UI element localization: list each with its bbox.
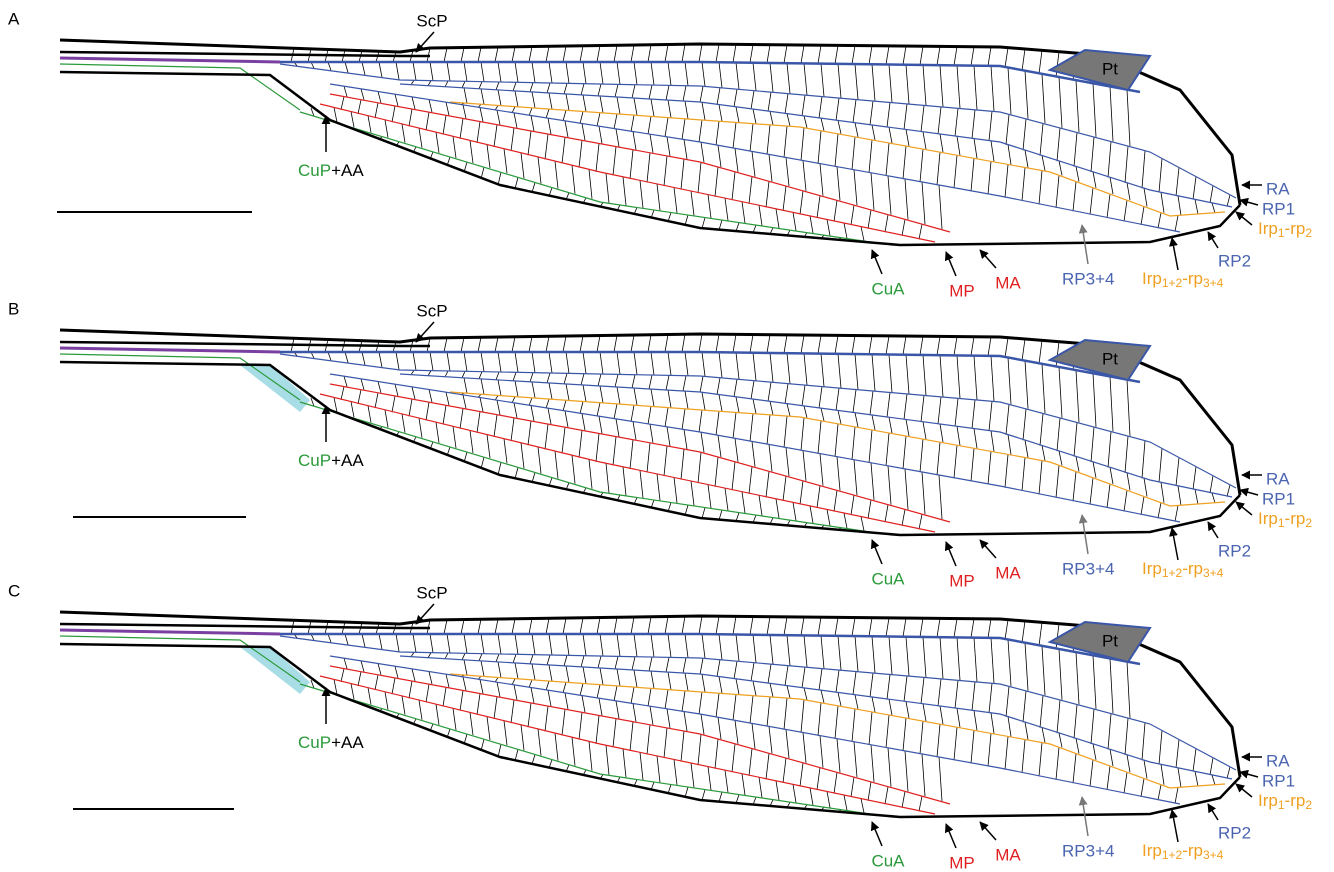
- vein-label-part: 2: [1305, 798, 1312, 812]
- vein-label-part: +AA: [331, 733, 364, 752]
- vein-label: RA: [1266, 179, 1290, 198]
- arrow: [1236, 502, 1252, 515]
- vein-label-part: 3+4: [1203, 566, 1224, 580]
- wing-panel: [60, 612, 1240, 817]
- vein-label-part: Irp: [1142, 559, 1162, 578]
- vein-label: Pt: [1102, 631, 1118, 650]
- arrow: [946, 252, 956, 276]
- vein-label-part: -rp: [1182, 841, 1203, 860]
- vein-label: RP3+4: [1062, 841, 1114, 860]
- vein-label-part: 2: [1305, 516, 1312, 530]
- panel-letter: A: [8, 9, 20, 28]
- arrow: [946, 542, 956, 566]
- wing-panel: [60, 330, 1240, 535]
- vein-label-part: -rp: [1285, 509, 1306, 528]
- vein-label: CuA: [871, 851, 905, 870]
- arrow: [872, 540, 882, 564]
- vein-label-part: 1+2: [1162, 276, 1183, 290]
- vein-label: Pt: [1102, 59, 1118, 78]
- vein-label-part: Irp: [1142, 841, 1162, 860]
- vein-label-part: Irp: [1258, 219, 1278, 238]
- vein-label: RP1: [1262, 199, 1295, 218]
- panel-letter: B: [8, 299, 19, 318]
- arrow: [872, 822, 882, 846]
- vein-label: Irp1-rp2: [1258, 791, 1312, 812]
- arrow: [980, 540, 996, 558]
- vein-label: RA: [1266, 751, 1290, 770]
- arrow: [980, 250, 996, 268]
- vein-label: MA: [995, 273, 1021, 292]
- vein-label: RP2: [1218, 541, 1251, 560]
- vein-label: ScP: [416, 11, 447, 30]
- arrow: [1240, 490, 1258, 495]
- vein-label-part: 3+4: [1203, 848, 1224, 862]
- wing-figure: ACuP+AAScPPtRARP1Irp1-rp2RP2Irp1+2-rp3+4…: [0, 0, 1334, 872]
- vein-label-part: 1+2: [1162, 566, 1183, 580]
- panel-letter: C: [8, 581, 20, 600]
- vein-label: RP1: [1262, 489, 1295, 508]
- vein-label-part: +AA: [331, 161, 364, 180]
- vein-label: RP1: [1262, 771, 1295, 790]
- vein-label: CuP+AA: [298, 161, 364, 180]
- vein-label: MA: [995, 845, 1021, 864]
- vein-label-part: +AA: [331, 451, 364, 470]
- vein-label: Irp1+2-rp3+4: [1142, 269, 1224, 290]
- arrow: [1240, 772, 1258, 777]
- arrow: [1172, 528, 1178, 560]
- vein-label: Irp1-rp2: [1258, 219, 1312, 240]
- arrow: [980, 822, 996, 840]
- vein-label: ScP: [416, 583, 447, 602]
- vein-label: MP: [949, 281, 975, 300]
- vein-label: MP: [949, 571, 975, 590]
- vein-label: CuP+AA: [298, 451, 364, 470]
- vein-label: RP3+4: [1062, 559, 1114, 578]
- arrow: [1208, 522, 1218, 538]
- arrow: [1208, 232, 1218, 248]
- vein-label-part: 2: [1305, 226, 1312, 240]
- wing-panel: [60, 40, 1240, 245]
- arrow: [946, 824, 956, 848]
- vein-label: MA: [995, 563, 1021, 582]
- vein-label: ScP: [416, 301, 447, 320]
- vein-label-part: Irp: [1142, 269, 1162, 288]
- vein-label-part: CuP: [298, 451, 331, 470]
- vein-label-part: CuP: [298, 161, 331, 180]
- vein-label: Pt: [1102, 349, 1118, 368]
- vein-label: Irp1-rp2: [1258, 509, 1312, 530]
- vein-label-part: -rp: [1182, 559, 1203, 578]
- vein-label-part: -rp: [1285, 791, 1306, 810]
- arrow: [1172, 810, 1178, 842]
- vein-label: CuP+AA: [298, 733, 364, 752]
- vein-label: Irp1+2-rp3+4: [1142, 559, 1224, 580]
- vein-label-part: CuP: [298, 733, 331, 752]
- arrow: [1208, 804, 1218, 820]
- vein-label-part: -rp: [1182, 269, 1203, 288]
- vein-label-part: Irp: [1258, 791, 1278, 810]
- arrow: [1236, 784, 1252, 797]
- vein-label: RA: [1266, 469, 1290, 488]
- vein-label: RP3+4: [1062, 269, 1114, 288]
- vein-label-part: -rp: [1285, 219, 1306, 238]
- arrow: [1240, 200, 1258, 205]
- vein-label: CuA: [871, 279, 905, 298]
- vein-label: RP2: [1218, 251, 1251, 270]
- vein-label-part: 1+2: [1162, 848, 1183, 862]
- vein-label: MP: [949, 853, 975, 872]
- vein-label-part: Irp: [1258, 509, 1278, 528]
- vein-label: Irp1+2-rp3+4: [1142, 841, 1224, 862]
- arrow: [872, 250, 882, 274]
- arrow: [1236, 212, 1252, 225]
- arrow: [1172, 238, 1178, 270]
- vein-label: RP2: [1218, 823, 1251, 842]
- vein-label: CuA: [871, 569, 905, 588]
- vein-label-part: 3+4: [1203, 276, 1224, 290]
